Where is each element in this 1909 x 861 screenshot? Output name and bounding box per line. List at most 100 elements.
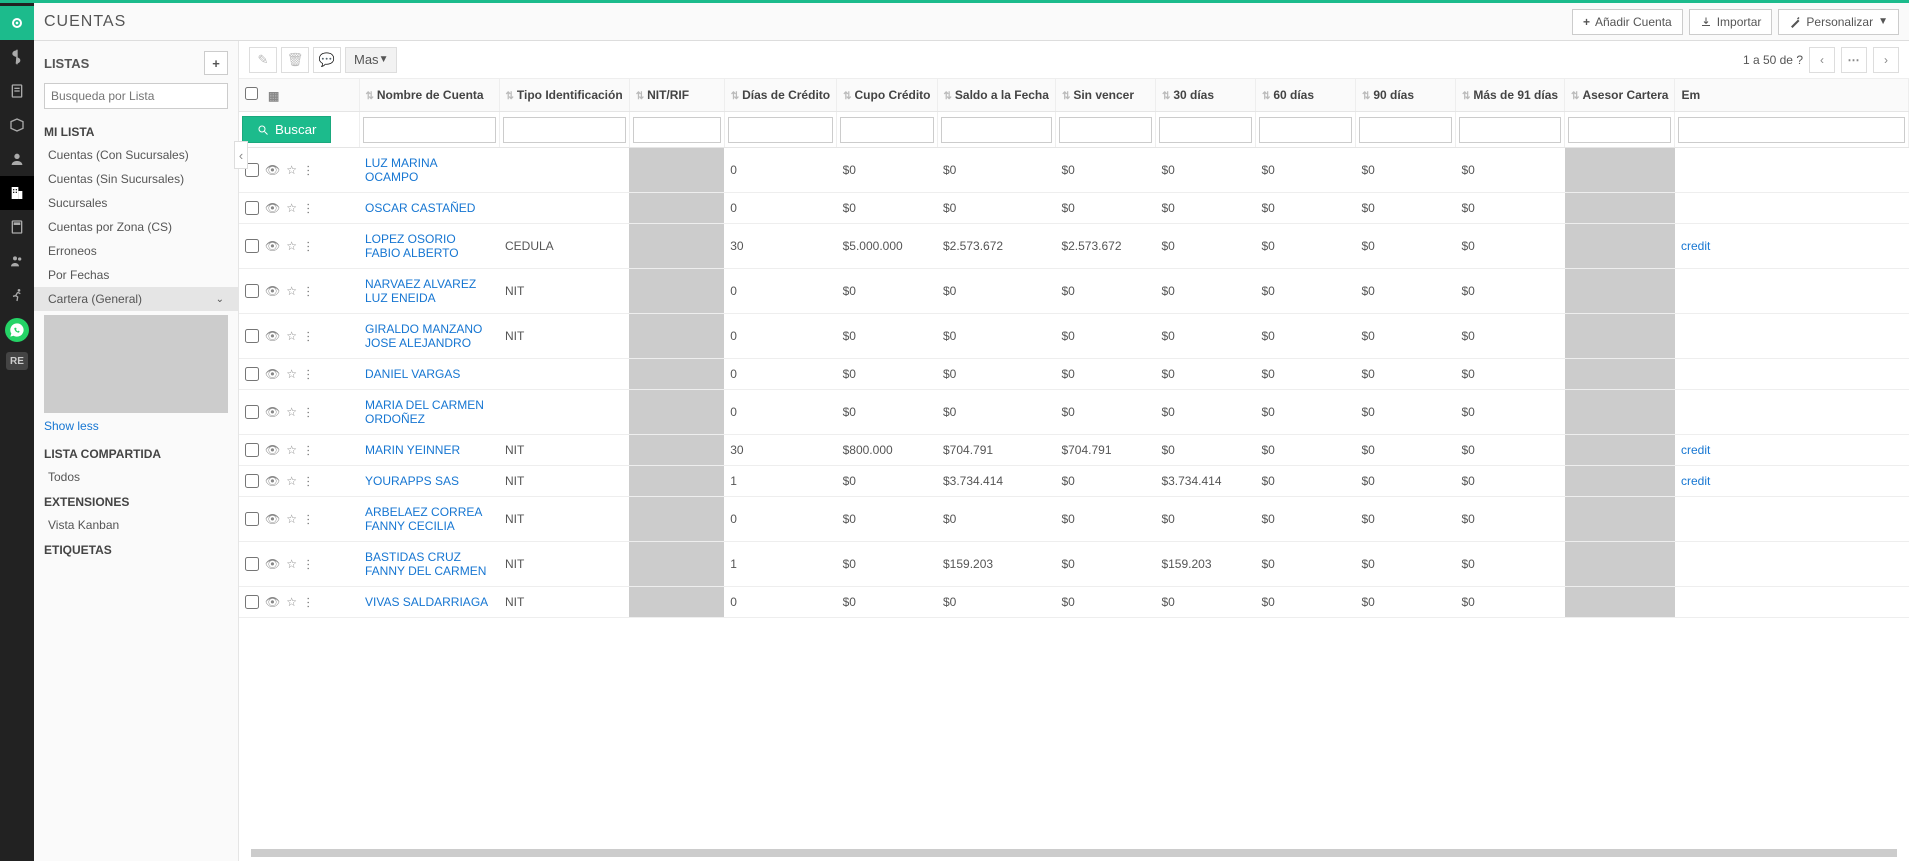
row-menu-icon[interactable]: ⋯ [302, 559, 316, 570]
import-button[interactable]: Importar [1689, 9, 1773, 35]
filter-input[interactable] [1059, 117, 1152, 143]
rail-box-icon[interactable] [0, 108, 34, 142]
filter-input[interactable] [728, 117, 833, 143]
account-link[interactable]: BASTIDAS CRUZ FANNY DEL CARMEN [365, 550, 486, 578]
account-link[interactable]: VIVAS SALDARRIAGA [365, 595, 488, 609]
account-link[interactable]: NARVAEZ ALVAREZ LUZ ENEIDA [365, 277, 476, 305]
cell-ext[interactable]: credit [1675, 466, 1909, 497]
filter-input[interactable] [941, 117, 1052, 143]
row-checkbox[interactable] [245, 239, 259, 253]
table-row[interactable]: 👁☆⋯NARVAEZ ALVAREZ LUZ ENEIDANIT0$0$0$0$… [239, 269, 1909, 314]
select-all-checkbox[interactable] [245, 87, 258, 100]
row-checkbox[interactable] [245, 443, 259, 457]
col-header[interactable]: 30 días [1173, 88, 1214, 102]
filter-input[interactable] [363, 117, 496, 143]
col-header[interactable]: Saldo a la Fecha [955, 88, 1049, 102]
sidebar-item[interactable]: Erroneos [34, 239, 238, 263]
account-link[interactable]: MARIN YEINNER [365, 443, 460, 457]
comment-button[interactable]: 💬 [313, 47, 341, 73]
row-checkbox[interactable] [245, 201, 259, 215]
star-icon[interactable]: ☆ [286, 239, 297, 253]
sidebar-item[interactable]: Por Fechas [34, 263, 238, 287]
row-menu-icon[interactable]: ⋯ [302, 241, 316, 252]
row-menu-icon[interactable]: ⋯ [302, 476, 316, 487]
star-icon[interactable]: ☆ [286, 367, 297, 381]
delete-button[interactable]: 🗑 [281, 47, 309, 73]
edit-button[interactable]: ✎ [249, 47, 277, 73]
row-menu-icon[interactable]: ⋯ [302, 203, 316, 214]
list-search-input[interactable] [44, 83, 228, 109]
add-account-button[interactable]: +Añadir Cuenta [1572, 9, 1683, 35]
col-header[interactable]: Nombre de Cuenta [377, 88, 484, 102]
star-icon[interactable]: ☆ [286, 443, 297, 457]
row-menu-icon[interactable]: ⋯ [302, 445, 316, 456]
row-checkbox[interactable] [245, 557, 259, 571]
account-link[interactable]: OSCAR CASTAÑED [365, 201, 475, 215]
row-menu-icon[interactable]: ⋯ [302, 165, 316, 176]
star-icon[interactable]: ☆ [286, 557, 297, 571]
eye-icon[interactable]: 👁 [265, 595, 280, 609]
rail-calc-icon[interactable] [0, 210, 34, 244]
row-menu-icon[interactable]: ⋯ [302, 369, 316, 380]
star-icon[interactable]: ☆ [286, 201, 297, 215]
row-checkbox[interactable] [245, 405, 259, 419]
eye-icon[interactable]: 👁 [265, 284, 280, 298]
collapse-sidebar-button[interactable]: ‹ [234, 141, 248, 169]
col-header[interactable]: Tipo Identificación [517, 88, 623, 102]
sidebar-item[interactable]: Cuentas (Sin Sucursales) [34, 167, 238, 191]
eye-icon[interactable]: 👁 [265, 443, 280, 457]
sidebar-item[interactable]: Cuentas (Con Sucursales) [34, 143, 238, 167]
row-menu-icon[interactable]: ⋯ [302, 514, 316, 525]
rail-money-icon[interactable] [0, 40, 34, 74]
account-link[interactable]: ARBELAEZ CORREA FANNY CECILIA [365, 505, 482, 533]
star-icon[interactable]: ☆ [286, 512, 297, 526]
sidebar-item-todos[interactable]: Todos [34, 465, 238, 489]
rail-badge[interactable]: RE [6, 352, 28, 370]
eye-icon[interactable]: 👁 [265, 557, 280, 571]
table-scroll[interactable]: ▦ ⇅Nombre de Cuenta ⇅Tipo Identificación… [239, 79, 1909, 849]
rail-doc-icon[interactable] [0, 74, 34, 108]
rail-user-icon[interactable] [0, 142, 34, 176]
sidebar-item[interactable]: Cuentas por Zona (CS) [34, 215, 238, 239]
filter-input[interactable] [1459, 117, 1561, 143]
table-row[interactable]: 👁☆⋯YOURAPPS SASNIT1$0$3.734.414$0$3.734.… [239, 466, 1909, 497]
sidebar-item-selected[interactable]: Cartera (General)⌄ [34, 287, 238, 311]
table-row[interactable]: 👁☆⋯GIRALDO MANZANO JOSE ALEJANDRONIT0$0$… [239, 314, 1909, 359]
account-link[interactable]: MARIA DEL CARMEN ORDOÑEZ [365, 398, 484, 426]
search-button[interactable]: Buscar [242, 116, 331, 143]
cell-ext[interactable]: credit [1675, 435, 1909, 466]
rail-whatsapp-icon[interactable] [5, 318, 29, 342]
pager-more-button[interactable]: ⋯ [1841, 47, 1867, 73]
table-row[interactable]: 👁☆⋯MARIN YEINNERNIT30$800.000$704.791$70… [239, 435, 1909, 466]
pager-next-button[interactable]: › [1873, 47, 1899, 73]
table-row[interactable]: 👁☆⋯VIVAS SALDARRIAGANIT0$0$0$0$0$0$0$0 [239, 587, 1909, 618]
table-row[interactable]: 👁☆⋯DANIEL VARGAS0$0$0$0$0$0$0$0 [239, 359, 1909, 390]
rail-users-icon[interactable] [0, 244, 34, 278]
show-less-link[interactable]: Show less [34, 417, 238, 441]
col-header[interactable]: Em [1681, 88, 1700, 102]
row-checkbox[interactable] [245, 512, 259, 526]
star-icon[interactable]: ☆ [286, 163, 297, 177]
col-header[interactable]: 90 días [1373, 88, 1414, 102]
filter-input[interactable] [1678, 117, 1905, 143]
account-link[interactable]: LUZ MARINA OCAMPO [365, 156, 437, 184]
col-header[interactable]: Asesor Cartera [1582, 88, 1668, 102]
col-header[interactable]: NIT/RIF [647, 88, 689, 102]
pager-prev-button[interactable]: ‹ [1809, 47, 1835, 73]
eye-icon[interactable]: 👁 [265, 329, 280, 343]
eye-icon[interactable]: 👁 [265, 163, 280, 177]
eye-icon[interactable]: 👁 [265, 474, 280, 488]
eye-icon[interactable]: 👁 [265, 239, 280, 253]
filter-input[interactable] [1359, 117, 1452, 143]
row-checkbox[interactable] [245, 595, 259, 609]
star-icon[interactable]: ☆ [286, 595, 297, 609]
eye-icon[interactable]: 👁 [265, 405, 280, 419]
row-menu-icon[interactable]: ⋯ [302, 331, 316, 342]
row-checkbox[interactable] [245, 474, 259, 488]
cell-ext[interactable]: credit [1675, 224, 1909, 269]
rail-running-icon[interactable] [0, 278, 34, 312]
row-checkbox[interactable] [245, 284, 259, 298]
table-row[interactable]: 👁☆⋯ARBELAEZ CORREA FANNY CECILIANIT0$0$0… [239, 497, 1909, 542]
filter-input[interactable] [503, 117, 626, 143]
grid-view-icon[interactable]: ▦ [268, 89, 279, 103]
